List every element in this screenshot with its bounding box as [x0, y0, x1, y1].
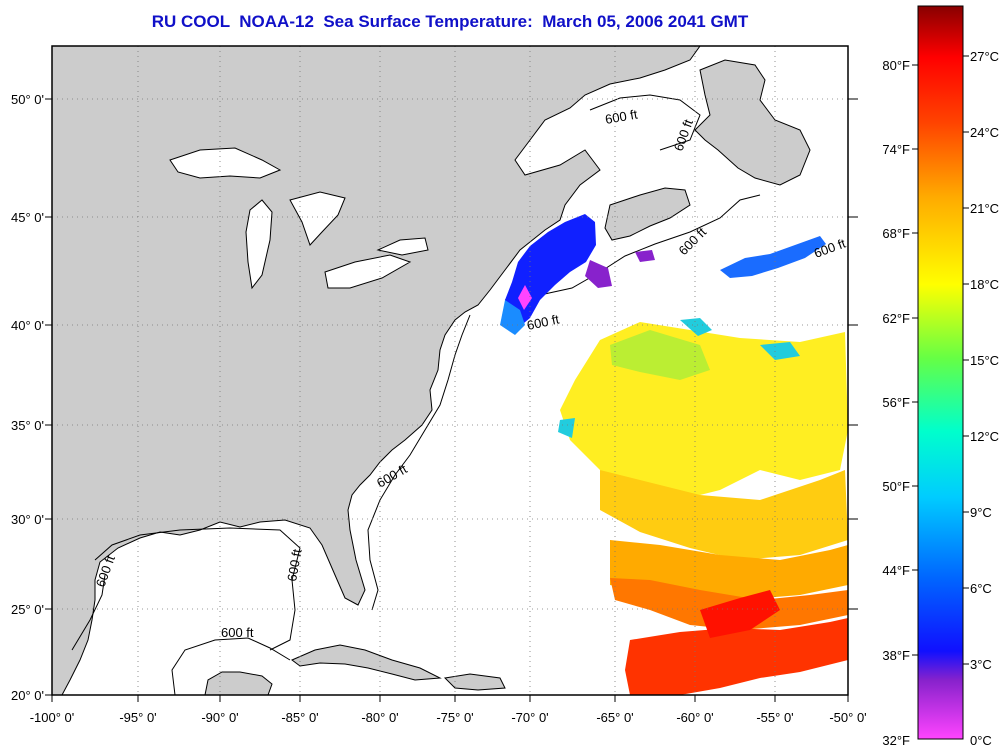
- celsius-label: 0°C: [970, 733, 992, 748]
- lat-label: 40° 0': [11, 318, 44, 333]
- lon-label: -70° 0': [511, 710, 548, 725]
- graticule: [52, 46, 848, 695]
- lon-label: -65° 0': [596, 710, 633, 725]
- celsius-label: 21°C: [970, 201, 999, 216]
- lon-label: -60° 0': [676, 710, 713, 725]
- fahrenheit-label: 62°F: [882, 311, 910, 326]
- lon-label: -80° 0': [361, 710, 398, 725]
- sst-data: [500, 214, 848, 695]
- great-lakes: [169, 147, 429, 290]
- isobath-600ft: [71, 94, 761, 696]
- colorbar-fahrenheit-labels: 80°F 74°F 68°F 62°F 56°F 50°F 44°F 38°F …: [882, 58, 910, 748]
- colorbar-ticks: [912, 55, 969, 665]
- lat-label: 30° 0': [11, 512, 44, 527]
- north-america-land: [51, 45, 701, 696]
- celsius-label: 15°C: [970, 353, 999, 368]
- fahrenheit-label: 32°F: [882, 733, 910, 748]
- lon-label: -90° 0': [201, 710, 238, 725]
- map-title: RU COOL NOAA-12 Sea Surface Temperature:…: [151, 12, 749, 31]
- lat-label: 25° 0': [11, 602, 44, 617]
- fahrenheit-label: 56°F: [882, 395, 910, 410]
- lat-label: 45° 0': [11, 210, 44, 225]
- fahrenheit-label: 68°F: [882, 226, 910, 241]
- celsius-label: 27°C: [970, 49, 999, 64]
- celsius-label: 6°C: [970, 581, 992, 596]
- fahrenheit-label: 74°F: [882, 142, 910, 157]
- lon-label: -50° 0': [829, 710, 866, 725]
- latitude-labels: 50° 0' 45° 0' 40° 0' 35° 0' 30° 0' 25° 0…: [11, 92, 44, 703]
- lon-label: -75° 0': [436, 710, 473, 725]
- cuba-land: [291, 644, 442, 681]
- celsius-label: 12°C: [970, 429, 999, 444]
- yucatan-land: [204, 671, 273, 696]
- celsius-label: 18°C: [970, 277, 999, 292]
- nova-scotia-land: [604, 187, 691, 241]
- axis-ticks: [45, 98, 858, 702]
- celsius-label: 9°C: [970, 505, 992, 520]
- celsius-label: 24°C: [970, 125, 999, 140]
- hispaniola-land: [443, 673, 506, 691]
- newfoundland-land: [694, 59, 811, 186]
- fahrenheit-label: 80°F: [882, 58, 910, 73]
- lat-label: 50° 0': [11, 92, 44, 107]
- lon-label: -55° 0': [756, 710, 793, 725]
- fahrenheit-label: 38°F: [882, 648, 910, 663]
- colorbar-celsius-labels: 27°C 24°C 21°C 18°C 15°C 12°C 9°C 6°C 3°…: [970, 49, 999, 748]
- lon-label: -100° 0': [30, 710, 75, 725]
- lat-label: 35° 0': [11, 418, 44, 433]
- fahrenheit-label: 44°F: [882, 563, 910, 578]
- longitude-labels: -100° 0' -95° 0' -90° 0' -85° 0' -80° 0'…: [30, 710, 867, 725]
- contour-label: 600 ft: [284, 548, 304, 583]
- lon-label: -85° 0': [281, 710, 318, 725]
- celsius-label: 3°C: [970, 657, 992, 672]
- lat-label: 20° 0': [11, 688, 44, 703]
- contour-label: 600 ft: [221, 625, 254, 640]
- contour-label: 600 ft: [604, 106, 639, 126]
- map-frame: [51, 45, 849, 696]
- lon-label: -95° 0': [119, 710, 156, 725]
- fahrenheit-label: 50°F: [882, 479, 910, 494]
- contour-label: 600 ft: [526, 311, 561, 333]
- colorbar: [917, 5, 964, 740]
